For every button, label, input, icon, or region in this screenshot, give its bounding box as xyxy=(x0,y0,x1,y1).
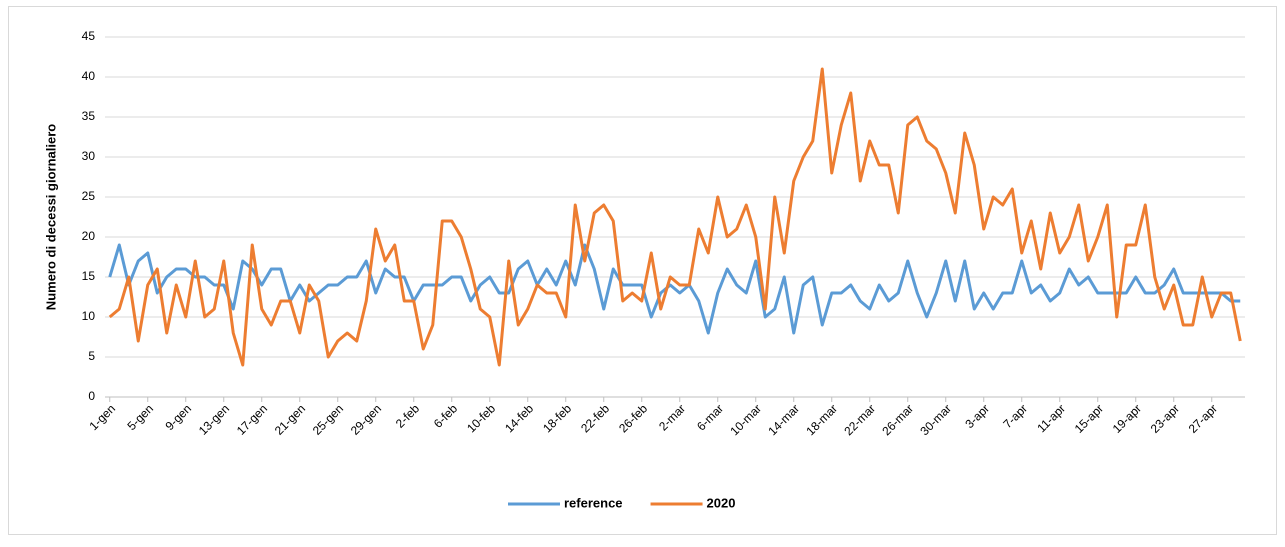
y-tick-label: 5 xyxy=(88,349,95,363)
y-tick-label: 35 xyxy=(82,109,96,123)
y-tick-label: 20 xyxy=(82,229,96,243)
y-tick-label: 40 xyxy=(82,69,96,83)
legend-label: reference xyxy=(564,495,623,510)
series-line xyxy=(108,243,1241,335)
y-tick-label: 10 xyxy=(82,309,96,323)
legend-label: 2020 xyxy=(707,495,736,510)
y-tick-label: 15 xyxy=(82,269,96,283)
y-tick-label: 45 xyxy=(82,29,96,43)
y-tick-label: 0 xyxy=(88,389,95,403)
y-axis-title: Numero di decessi giornaliero xyxy=(43,124,58,310)
y-tick-label: 30 xyxy=(82,149,96,163)
chart-border xyxy=(8,6,1277,535)
y-tick-label: 25 xyxy=(82,189,96,203)
series-line xyxy=(108,67,1242,367)
